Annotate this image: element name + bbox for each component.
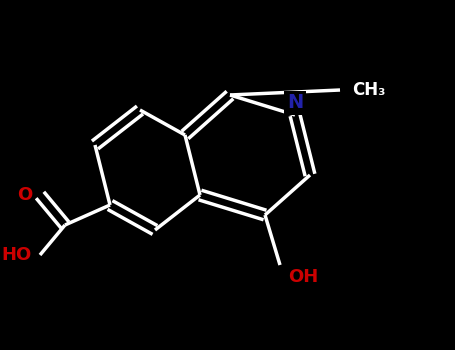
Text: CH₃: CH₃ [352,81,385,99]
Text: HO: HO [2,246,32,264]
Text: N: N [287,93,303,112]
Text: OH: OH [288,268,318,286]
Text: O: O [17,186,32,204]
